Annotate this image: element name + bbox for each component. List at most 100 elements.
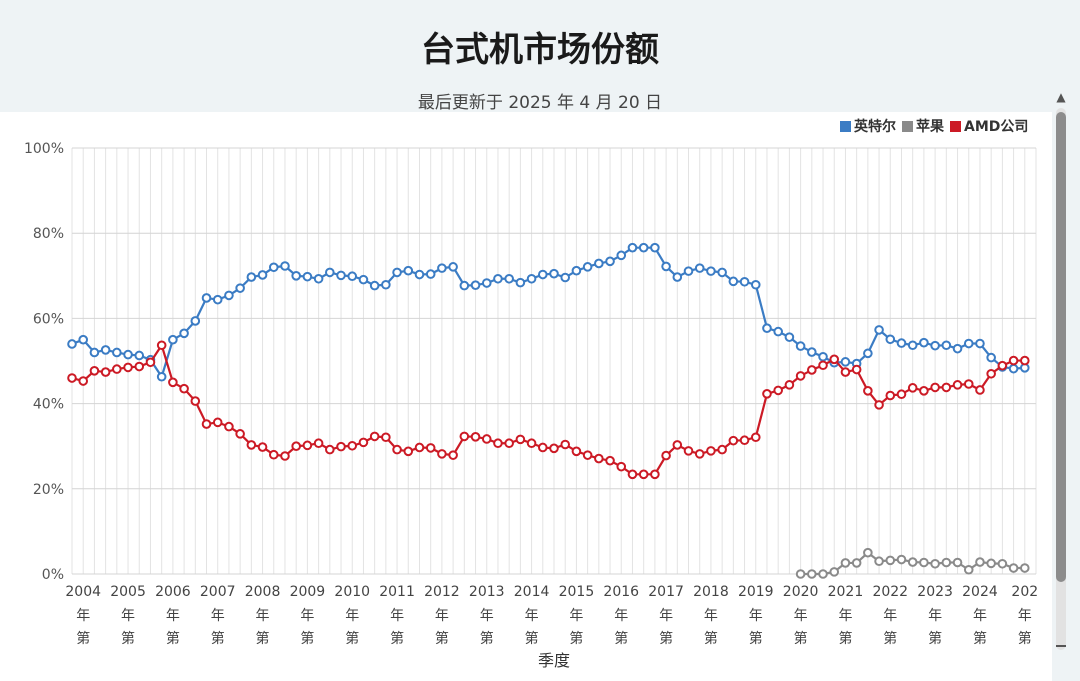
data-point bbox=[504, 273, 514, 284]
x-tick-label-suffix: 年 bbox=[166, 608, 180, 624]
legend-label: 英特尔 bbox=[853, 118, 896, 135]
y-tick-label: 40% bbox=[33, 397, 64, 413]
scroll-up-arrow-icon[interactable]: ▲ bbox=[1056, 90, 1066, 104]
data-point bbox=[78, 376, 89, 386]
data-point bbox=[571, 265, 582, 276]
x-tick-label-suffix: 年 bbox=[569, 608, 583, 624]
x-tick-label-suffix: 年 bbox=[76, 608, 90, 624]
x-tick-label-suffix: 年 bbox=[256, 608, 270, 624]
x-tick-label: 2021 bbox=[828, 584, 864, 600]
data-point bbox=[403, 265, 414, 276]
data-point bbox=[851, 558, 862, 568]
data-point bbox=[414, 442, 425, 453]
x-tick-label-suffix: 第 bbox=[166, 630, 180, 647]
data-point bbox=[257, 442, 268, 452]
data-point bbox=[627, 469, 638, 480]
data-point bbox=[1008, 355, 1019, 366]
data-point bbox=[851, 364, 862, 375]
data-point bbox=[134, 361, 145, 372]
vertical-scrollbar[interactable]: ▲ bbox=[1053, 88, 1069, 663]
data-point bbox=[448, 450, 458, 460]
data-point bbox=[818, 569, 828, 579]
x-tick-label-suffix: 年 bbox=[749, 608, 763, 624]
data-point bbox=[986, 558, 996, 569]
data-point bbox=[504, 438, 514, 449]
data-point bbox=[336, 270, 346, 281]
x-tick-label-suffix: 年 bbox=[928, 608, 942, 624]
x-tick-label-suffix: 第 bbox=[883, 630, 897, 647]
x-tick-label-suffix: 第 bbox=[435, 630, 449, 647]
x-tick-label-suffix: 第 bbox=[704, 630, 718, 647]
data-point bbox=[717, 267, 727, 278]
legend-label: 苹果 bbox=[916, 118, 945, 135]
data-point bbox=[683, 446, 694, 456]
data-point bbox=[280, 451, 290, 461]
data-point bbox=[381, 279, 391, 290]
data-point bbox=[840, 367, 851, 377]
data-point bbox=[235, 283, 245, 293]
data-point bbox=[706, 266, 716, 276]
x-tick-label-suffix: 年 bbox=[480, 608, 494, 624]
x-tick-label-suffix: 第 bbox=[928, 630, 942, 647]
x-tick-label-suffix: 年 bbox=[300, 608, 314, 624]
data-point bbox=[919, 557, 929, 568]
data-point bbox=[930, 382, 940, 393]
data-point bbox=[885, 334, 896, 345]
data-point bbox=[650, 469, 660, 480]
data-point bbox=[594, 258, 604, 269]
data-point bbox=[470, 280, 481, 290]
data-point bbox=[168, 334, 178, 345]
data-point bbox=[840, 558, 851, 568]
data-point bbox=[919, 386, 929, 396]
x-tick-label-suffix: 年 bbox=[614, 608, 628, 624]
data-point bbox=[493, 438, 503, 449]
x-tick-label: 2022 bbox=[872, 584, 908, 600]
x-tick-label-suffix: 年 bbox=[525, 608, 539, 624]
data-point bbox=[526, 273, 537, 284]
data-point bbox=[302, 440, 313, 451]
scroll-down-arrow-icon[interactable] bbox=[1056, 645, 1066, 647]
x-tick-label: 2013 bbox=[469, 584, 505, 600]
y-tick-label: 100% bbox=[24, 141, 64, 157]
data-point bbox=[795, 371, 806, 381]
data-point bbox=[807, 569, 817, 579]
data-point bbox=[706, 446, 716, 456]
data-point bbox=[78, 334, 89, 345]
data-point bbox=[807, 347, 817, 357]
data-point bbox=[156, 371, 167, 382]
data-point bbox=[437, 263, 447, 273]
data-point bbox=[336, 441, 346, 452]
data-point bbox=[212, 294, 223, 305]
x-tick-label: 2005 bbox=[110, 584, 146, 600]
y-tick-label: 60% bbox=[33, 311, 64, 327]
data-point bbox=[907, 557, 918, 567]
data-point bbox=[807, 365, 817, 375]
data-point bbox=[975, 557, 985, 567]
x-tick-label-suffix: 年 bbox=[435, 608, 449, 624]
x-tick-label-suffix: 第 bbox=[659, 630, 673, 647]
x-tick-label: 2011 bbox=[379, 584, 415, 600]
data-point bbox=[89, 347, 100, 358]
data-point bbox=[717, 444, 727, 455]
data-point bbox=[605, 256, 615, 267]
x-tick-label: 2006 bbox=[155, 584, 191, 600]
data-point bbox=[515, 434, 526, 445]
data-point bbox=[369, 280, 380, 291]
data-point bbox=[414, 269, 425, 280]
chart-subtitle: 最后更新于 2025 年 4 月 20 日 bbox=[417, 93, 663, 113]
scrollbar-thumb[interactable] bbox=[1056, 112, 1066, 582]
x-tick-label-suffix: 第 bbox=[569, 630, 583, 647]
data-point bbox=[403, 446, 414, 457]
data-point bbox=[369, 431, 380, 442]
x-tick-label: 202 bbox=[1011, 584, 1038, 600]
data-point bbox=[302, 271, 313, 282]
data-point bbox=[863, 348, 873, 359]
data-point bbox=[885, 555, 896, 566]
x-tick-label-suffix: 第 bbox=[76, 630, 90, 647]
data-point bbox=[829, 567, 840, 577]
data-point bbox=[89, 365, 100, 376]
data-point bbox=[549, 443, 559, 454]
data-point bbox=[728, 435, 739, 446]
data-point bbox=[963, 379, 974, 389]
data-point bbox=[224, 421, 234, 432]
